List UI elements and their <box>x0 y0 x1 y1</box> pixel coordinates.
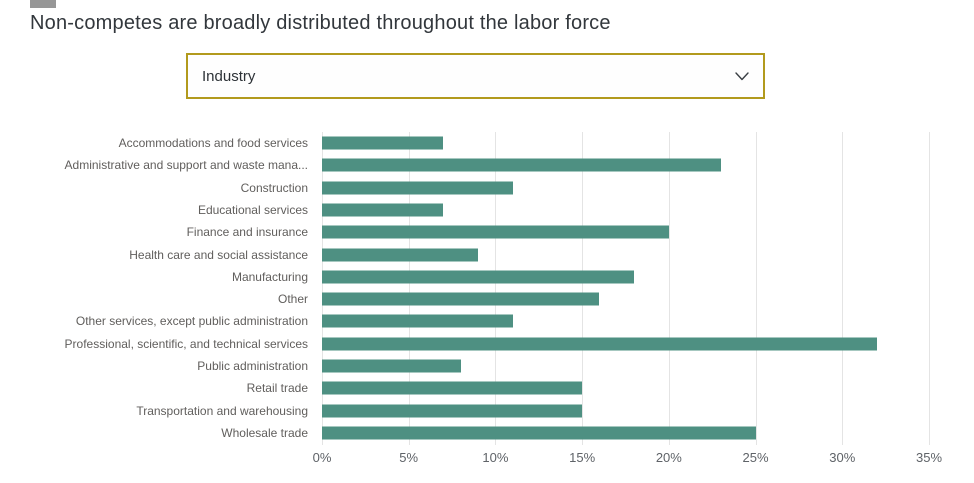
chevron-down-icon <box>735 71 749 80</box>
x-tick-label: 10% <box>482 450 509 465</box>
bar-track <box>322 177 929 199</box>
category-label: Administrative and support and waste man… <box>64 158 308 173</box>
bar-track <box>322 199 929 221</box>
gridline <box>408 132 410 445</box>
bar-chart: Accommodations and food services Administ… <box>0 132 974 445</box>
bar[interactable] <box>322 381 583 395</box>
x-tick-label: 30% <box>829 450 856 465</box>
chart-row: Wholesale trade <box>0 422 974 444</box>
category-label: Public administration <box>197 358 308 373</box>
chart-row: Manufacturing <box>0 266 974 288</box>
bar-track <box>322 154 929 176</box>
bar-track <box>322 243 929 265</box>
bar[interactable] <box>322 248 479 262</box>
category-label: Other services, except public administra… <box>75 314 308 329</box>
bar[interactable] <box>322 181 513 195</box>
chart-row: Other services, except public administra… <box>0 310 974 332</box>
chart-row: Educational services <box>0 199 974 221</box>
bar[interactable] <box>322 292 600 306</box>
bar-track <box>322 221 929 243</box>
bar-track <box>322 310 929 332</box>
bar[interactable] <box>322 426 756 440</box>
bar-track <box>322 132 929 154</box>
category-label: Accommodations and food services <box>118 136 308 151</box>
x-axis: 0% 5% 10% 15% 20% 25% 30% 35% <box>313 450 942 468</box>
chart-row: Finance and insurance <box>0 221 974 243</box>
gridline <box>582 132 584 445</box>
bar[interactable] <box>322 337 877 351</box>
category-label: Professional, scientific, and technical … <box>64 336 308 351</box>
chart-row: Retail trade <box>0 377 974 399</box>
gridline <box>668 132 670 445</box>
chart-row: Accommodations and food services <box>0 132 974 154</box>
industry-dropdown[interactable]: Industry <box>186 53 765 99</box>
chart-row: Other <box>0 288 974 310</box>
bar[interactable] <box>322 203 444 217</box>
bar[interactable] <box>322 404 583 418</box>
bar-track <box>322 377 929 399</box>
chart-row: Public administration <box>0 355 974 377</box>
category-label: Health care and social assistance <box>129 247 308 262</box>
gridline <box>322 132 323 445</box>
bar-track <box>322 333 929 355</box>
chart-row: Administrative and support and waste man… <box>0 154 974 176</box>
category-label: Other <box>277 292 308 307</box>
bar[interactable] <box>322 225 669 239</box>
category-label: Construction <box>240 180 308 195</box>
x-tick-label: 35% <box>915 450 943 465</box>
bar-track <box>322 422 929 444</box>
category-label: Educational services <box>197 202 308 217</box>
bar-track <box>322 399 929 421</box>
category-label: Retail trade <box>246 381 308 396</box>
x-tick-label: 0% <box>312 450 332 465</box>
bar[interactable] <box>322 158 721 172</box>
industry-dropdown-value: Industry <box>202 67 256 85</box>
chart-row: Transportation and warehousing <box>0 399 974 421</box>
gridlines <box>322 132 930 445</box>
bar-track <box>322 288 929 310</box>
x-tick-label: 5% <box>399 450 419 465</box>
bar[interactable] <box>322 136 444 150</box>
category-label: Manufacturing <box>231 269 308 284</box>
rows: Accommodations and food services Administ… <box>0 132 974 444</box>
bar[interactable] <box>322 314 513 328</box>
x-tick-label: 20% <box>655 450 682 465</box>
x-tick-label: 15% <box>569 450 596 465</box>
gridline <box>929 132 930 445</box>
chart-title: Non-competes are broadly distributed thr… <box>30 12 611 34</box>
bar-track <box>322 355 929 377</box>
chart-row: Health care and social assistance <box>0 243 974 265</box>
gridline <box>842 132 844 445</box>
chart-row: Professional, scientific, and technical … <box>0 333 974 355</box>
gridline <box>495 132 497 445</box>
bar[interactable] <box>322 359 461 373</box>
bar-track <box>322 266 929 288</box>
category-label: Transportation and warehousing <box>136 403 308 418</box>
bar[interactable] <box>322 270 635 284</box>
gridline <box>755 132 757 445</box>
cropped-gray-bar <box>30 0 56 8</box>
category-label: Wholesale trade <box>221 425 308 440</box>
category-label: Finance and insurance <box>186 225 308 240</box>
chart-row: Construction <box>0 177 974 199</box>
x-tick-label: 25% <box>742 450 769 465</box>
